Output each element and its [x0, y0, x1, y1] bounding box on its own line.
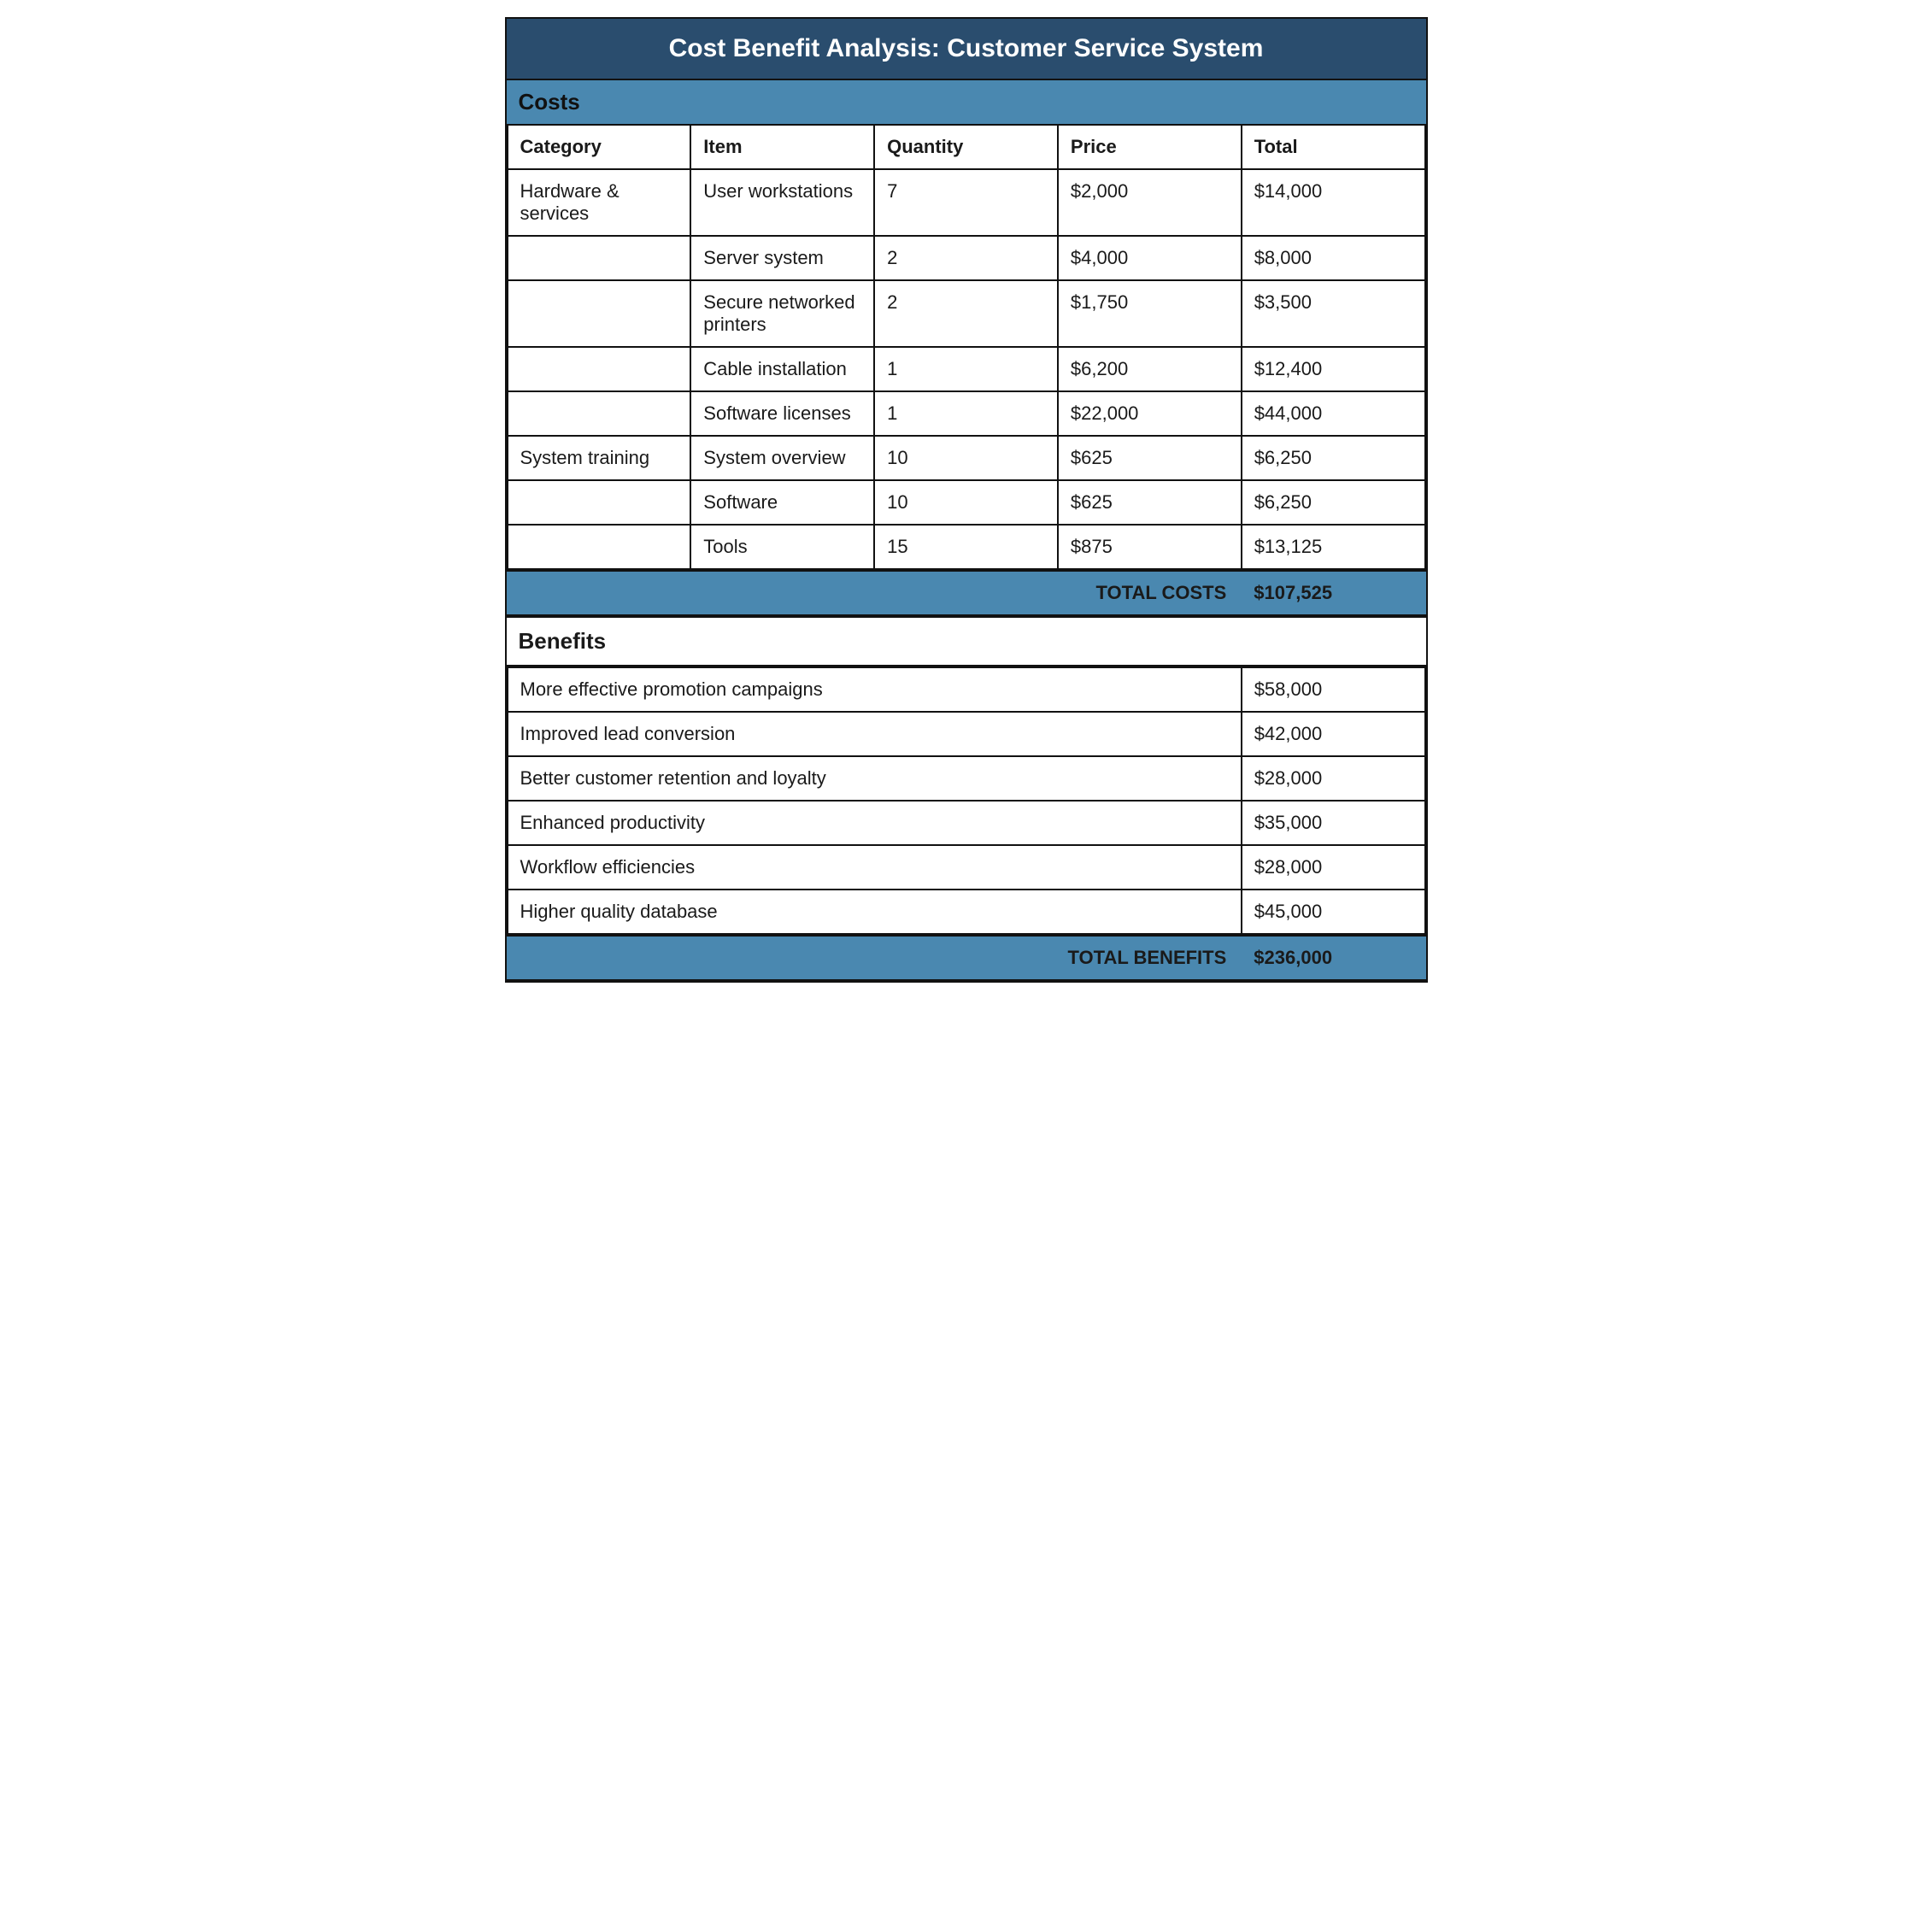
- benefit-value: $58,000: [1242, 667, 1425, 712]
- table-row: Software licenses1$22,000$44,000: [508, 391, 1425, 436]
- benefit-value: $42,000: [1242, 712, 1425, 756]
- cell-category: System training: [508, 436, 691, 480]
- cell-total: $14,000: [1242, 169, 1425, 236]
- costs-total-row: TOTAL COSTS $107,525: [507, 570, 1426, 616]
- cell-price: $625: [1058, 436, 1242, 480]
- cba-table-container: Cost Benefit Analysis: Customer Service …: [505, 17, 1428, 983]
- cell-category: Hardware & services: [508, 169, 691, 236]
- cell-total: $12,400: [1242, 347, 1425, 391]
- table-row: Secure networked printers2$1,750$3,500: [508, 280, 1425, 347]
- costs-table: Category Item Quantity Price Total Hardw…: [507, 124, 1426, 570]
- benefit-desc: Workflow efficiencies: [508, 845, 1242, 890]
- benefit-value: $28,000: [1242, 845, 1425, 890]
- cell-quantity: 2: [874, 236, 1058, 280]
- cell-price: $875: [1058, 525, 1242, 569]
- total-benefits-value: $236,000: [1242, 936, 1425, 980]
- col-price: Price: [1058, 125, 1242, 169]
- benefits-table: More effective promotion campaigns$58,00…: [507, 666, 1426, 935]
- col-item: Item: [690, 125, 874, 169]
- cell-total: $6,250: [1242, 480, 1425, 525]
- table-row: System trainingSystem overview10$625$6,2…: [508, 436, 1425, 480]
- cell-category: [508, 480, 691, 525]
- table-row: Cable installation1$6,200$12,400: [508, 347, 1425, 391]
- cell-item: Secure networked printers: [690, 280, 874, 347]
- cell-category: [508, 280, 691, 347]
- benefit-desc: Improved lead conversion: [508, 712, 1242, 756]
- table-row: Software10$625$6,250: [508, 480, 1425, 525]
- cell-total: $3,500: [1242, 280, 1425, 347]
- cell-total: $8,000: [1242, 236, 1425, 280]
- table-row: Hardware & servicesUser workstations7$2,…: [508, 169, 1425, 236]
- cell-quantity: 2: [874, 280, 1058, 347]
- cell-quantity: 15: [874, 525, 1058, 569]
- cell-item: Cable installation: [690, 347, 874, 391]
- table-row: Improved lead conversion$42,000: [508, 712, 1425, 756]
- cell-item: System overview: [690, 436, 874, 480]
- benefit-desc: More effective promotion campaigns: [508, 667, 1242, 712]
- cell-price: $22,000: [1058, 391, 1242, 436]
- cell-quantity: 1: [874, 391, 1058, 436]
- benefit-desc: Higher quality database: [508, 890, 1242, 934]
- cell-quantity: 1: [874, 347, 1058, 391]
- cell-quantity: 7: [874, 169, 1058, 236]
- benefit-desc: Better customer retention and loyalty: [508, 756, 1242, 801]
- total-costs-value: $107,525: [1242, 571, 1425, 615]
- col-quantity: Quantity: [874, 125, 1058, 169]
- cell-total: $6,250: [1242, 436, 1425, 480]
- cell-category: [508, 347, 691, 391]
- cell-total: $44,000: [1242, 391, 1425, 436]
- col-total: Total: [1242, 125, 1425, 169]
- cell-total: $13,125: [1242, 525, 1425, 569]
- cell-category: [508, 525, 691, 569]
- cell-price: $1,750: [1058, 280, 1242, 347]
- table-row: More effective promotion campaigns$58,00…: [508, 667, 1425, 712]
- title-bar: Cost Benefit Analysis: Customer Service …: [507, 19, 1426, 79]
- cell-item: Software: [690, 480, 874, 525]
- table-row: Enhanced productivity$35,000: [508, 801, 1425, 845]
- col-category: Category: [508, 125, 691, 169]
- benefit-value: $45,000: [1242, 890, 1425, 934]
- cell-price: $2,000: [1058, 169, 1242, 236]
- cell-price: $625: [1058, 480, 1242, 525]
- cell-item: User workstations: [690, 169, 874, 236]
- table-row: Workflow efficiencies$28,000: [508, 845, 1425, 890]
- benefits-heading: Benefits: [507, 616, 1426, 666]
- costs-heading: Costs: [507, 79, 1426, 124]
- benefit-value: $35,000: [1242, 801, 1425, 845]
- cell-item: Software licenses: [690, 391, 874, 436]
- cell-price: $4,000: [1058, 236, 1242, 280]
- cell-price: $6,200: [1058, 347, 1242, 391]
- benefit-desc: Enhanced productivity: [508, 801, 1242, 845]
- cell-quantity: 10: [874, 480, 1058, 525]
- cell-quantity: 10: [874, 436, 1058, 480]
- benefit-value: $28,000: [1242, 756, 1425, 801]
- total-costs-label: TOTAL COSTS: [507, 571, 1242, 615]
- cell-category: [508, 391, 691, 436]
- cell-item: Server system: [690, 236, 874, 280]
- table-row: Tools15$875$13,125: [508, 525, 1425, 569]
- benefits-total-row: TOTAL BENEFITS $236,000: [507, 935, 1426, 981]
- costs-header-row: Category Item Quantity Price Total: [508, 125, 1425, 169]
- table-row: Server system2$4,000$8,000: [508, 236, 1425, 280]
- table-row: Higher quality database$45,000: [508, 890, 1425, 934]
- cell-item: Tools: [690, 525, 874, 569]
- cell-category: [508, 236, 691, 280]
- total-benefits-label: TOTAL BENEFITS: [507, 936, 1242, 980]
- table-row: Better customer retention and loyalty$28…: [508, 756, 1425, 801]
